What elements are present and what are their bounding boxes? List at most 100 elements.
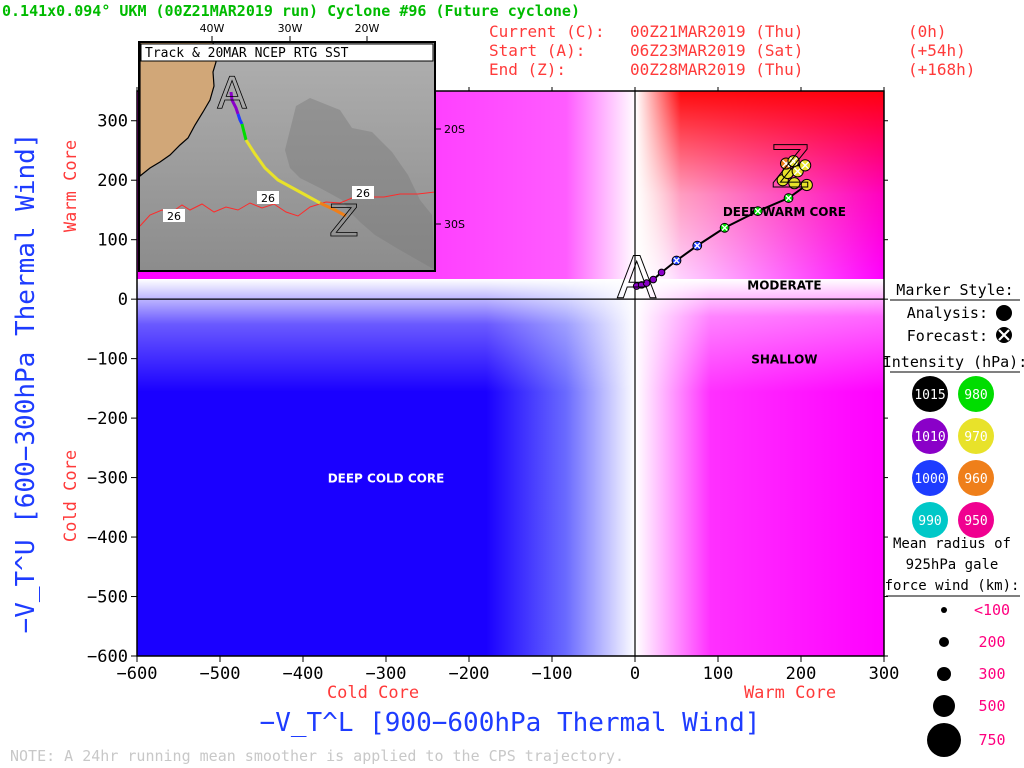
intensity-label: 1015 (914, 388, 945, 403)
bg-lower-right-fade (636, 279, 884, 656)
y-cold-core-label: Cold Core (61, 450, 81, 542)
trajectory-point (787, 155, 800, 168)
x-tick-label: −400 (283, 664, 324, 684)
inset-track (229, 91, 347, 218)
inset-title-box (140, 43, 434, 62)
plot-background (137, 91, 884, 656)
region-label: DEEP WARM CORE (723, 205, 846, 219)
trajectory-point (783, 193, 794, 203)
legend-forecast-label: Forecast: (907, 327, 988, 345)
inset-end-marker: Z (329, 196, 359, 247)
intensity-label: 990 (918, 514, 941, 529)
intensity-label: 1010 (914, 430, 945, 445)
chart-title: 0.141x0.094° UKM (00Z21MAR2019 run) Cycl… (2, 2, 580, 20)
start-label: Start (A): (489, 41, 585, 60)
intensity-swatch: 990 (912, 502, 948, 538)
legend-intensity: 1015 980 1010 970 1000 960 990 950 (912, 376, 994, 538)
y-tick-label: −400 (87, 528, 128, 548)
x-tick-label: 200 (786, 664, 817, 684)
x-tick-label: −100 (532, 664, 573, 684)
region-label: DEEP COLD CORE (328, 472, 445, 486)
current-label: Current (C): (489, 22, 605, 41)
y-tick-label: 300 (97, 112, 128, 132)
intensity-swatch: 960 (958, 460, 994, 496)
trajectory-point (649, 275, 658, 284)
radius-label: <100 (974, 601, 1010, 619)
x-tick-label: 0 (630, 664, 640, 684)
trajectory-point (692, 240, 703, 251)
intensity-label: 960 (964, 472, 987, 487)
legend-marker-style-title: Marker Style: (896, 281, 1013, 299)
start-time: 06Z23MAR2019 (Sat) (630, 41, 803, 60)
isotherm-label-1: 26 (167, 210, 181, 223)
end-offset: (+168h) (908, 60, 975, 79)
y-tick-label: −600 (87, 647, 128, 667)
radius-swatch: <100 (941, 601, 1010, 619)
intensity-label: 950 (964, 514, 987, 529)
x-cold-core-label: Cold Core (327, 683, 419, 703)
radius-swatch: 300 (937, 665, 1006, 683)
isotherm-label-box-1 (163, 209, 185, 222)
bg-lower-left-fade (137, 279, 636, 656)
y-tick-label: 0 (118, 290, 128, 310)
inset-map: 26 26 26 A Z Track & 20MAR NCEP RTG SST … (138, 22, 465, 272)
y-tick-label: −500 (87, 588, 128, 608)
inset-frame (138, 41, 436, 272)
legend: Marker Style: Analysis: Forecast: Intens… (883, 281, 1024, 757)
region-label: MODERATE (747, 278, 821, 292)
region-label: SHALLOW (751, 353, 817, 367)
inset-lat-label-1: 20S (444, 123, 465, 136)
isotherm-label-box-2 (257, 191, 279, 204)
radius-label: 200 (978, 633, 1005, 651)
inset-lon-label-1: 40W (200, 22, 225, 35)
y-warm-core-label: Warm Core (61, 140, 81, 232)
radius-label: 750 (978, 731, 1005, 749)
isotherm-label-box-3 (352, 186, 374, 199)
radius-label: 300 (978, 665, 1005, 683)
end-label: End (Z): (489, 60, 566, 79)
isotherm-label-3: 26 (356, 187, 370, 200)
y-tick-label: −100 (87, 350, 128, 370)
legend-radius-title-2: 925hPa gale (906, 557, 999, 573)
legend-forecast-marker (996, 327, 1012, 343)
start-marker: A (617, 244, 657, 312)
x-tick-label: 100 (703, 664, 734, 684)
intensity-swatch: 950 (958, 502, 994, 538)
end-marker: Z (771, 133, 811, 201)
radius-swatch: 200 (939, 633, 1006, 651)
current-offset: (0h) (908, 22, 947, 41)
bg-upper-right-fade (636, 91, 884, 279)
axes: −600 −500 −400 −300 −200 −100 0 100 200 300 300 200… (87, 87, 899, 684)
footnote: NOTE: A 24hr running mean smoother is ap… (10, 747, 624, 765)
trajectory-point (799, 159, 812, 172)
intensity-label: 1000 (914, 472, 945, 487)
legend-analysis-label: Analysis: (907, 304, 988, 322)
y-tick-label: −200 (87, 409, 128, 429)
x-tick-label: −600 (117, 664, 158, 684)
intensity-swatch: 980 (958, 376, 994, 412)
inset-lon-label-2: 30W (278, 22, 303, 35)
y-tick-label: 200 (97, 171, 128, 191)
intensity-swatch: 1010 (912, 418, 948, 454)
x-axis-title: −V_T^L [900−600hPa Thermal Wind] (260, 708, 761, 738)
current-time: 00Z21MAR2019 (Thu) (630, 22, 803, 41)
x-tick-label: 300 (869, 664, 900, 684)
x-warm-core-label: Warm Core (744, 683, 836, 703)
region-labels: DEEP WARM CORE MODERATE SHALLOW DEEP COLD C… (328, 205, 846, 485)
intensity-label: 980 (964, 388, 987, 403)
cps-trajectory: AZ (616, 133, 813, 313)
intensity-swatch: 1015 (912, 376, 948, 412)
intensity-label: 970 (964, 430, 987, 445)
trajectory-point (719, 222, 730, 233)
inset-lat-label-2: 30S (444, 218, 465, 231)
legend-intensity-title: Intensity (hPa): (883, 353, 1024, 371)
trajectory-point (800, 178, 813, 192)
y-tick-label: 100 (97, 231, 128, 251)
trajectory-point (671, 255, 682, 266)
x-tick-label: −500 (200, 664, 241, 684)
legend-analysis-marker (996, 305, 1012, 321)
legend-radius: <100 200 300 500 750 (927, 601, 1010, 757)
plot-frame (136, 90, 885, 657)
radius-label: 500 (978, 697, 1005, 715)
inset-title: Track & 20MAR NCEP RTG SST (145, 46, 349, 61)
